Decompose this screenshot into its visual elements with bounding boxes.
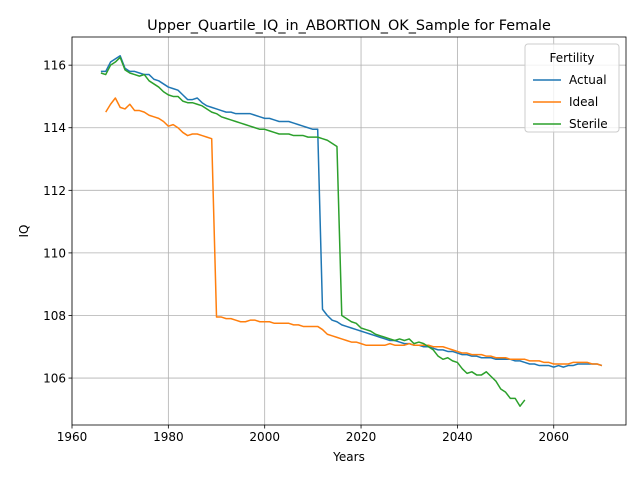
chart-title: Upper_Quartile_IQ_in_ABORTION_OK_Sample … xyxy=(147,18,551,34)
axis-ticks: 1960 1980 2000 2020 2040 2060 106 108 110 112 114 1… xyxy=(43,59,569,444)
x-tick-label: 2000 xyxy=(249,430,280,444)
legend-items: Actual Ideal Sterile xyxy=(533,73,608,131)
legend: Fertility Actual Ideal Sterile xyxy=(524,43,620,133)
x-tick-label: 1960 xyxy=(57,430,88,444)
legend-box xyxy=(524,43,620,133)
y-tick-label: 110 xyxy=(43,246,66,260)
legend-title: Fertility xyxy=(549,51,594,65)
legend-label-ideal: Ideal xyxy=(569,95,598,109)
x-tick-label: 1980 xyxy=(153,430,184,444)
series-line-ideal xyxy=(105,97,603,367)
y-tick-label: 116 xyxy=(43,59,66,73)
x-tick-label: 2020 xyxy=(346,430,377,444)
y-tick-label: 114 xyxy=(43,121,66,135)
legend-label-actual: Actual xyxy=(569,73,607,87)
series-line-actual xyxy=(100,55,603,368)
series-line-sterile xyxy=(100,56,526,407)
x-tick-label: 2040 xyxy=(442,430,473,444)
x-axis-label: Years xyxy=(332,450,365,464)
y-tick-label: 112 xyxy=(43,184,66,198)
y-tick-label: 106 xyxy=(43,372,66,386)
plot-area-frame xyxy=(71,36,627,426)
y-axis-label: IQ xyxy=(17,225,31,238)
y-tick-label: 108 xyxy=(43,309,66,323)
series-lines xyxy=(100,55,603,407)
legend-label-sterile: Sterile xyxy=(569,117,608,131)
x-tick-label: 2060 xyxy=(538,430,569,444)
